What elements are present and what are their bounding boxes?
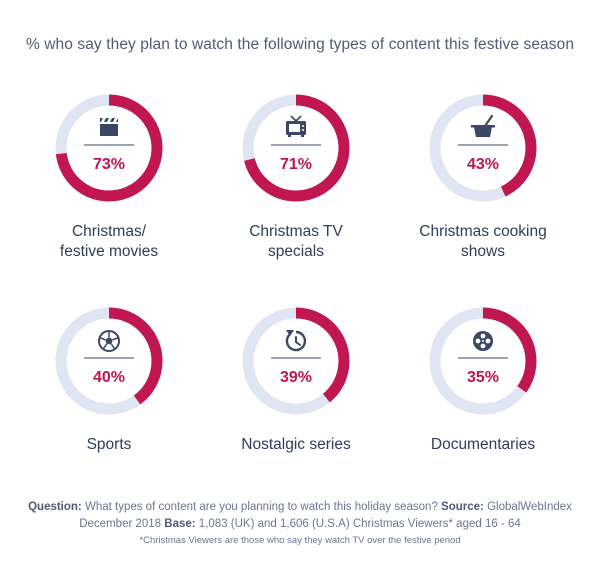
percent-value: 35% xyxy=(467,369,499,386)
donut-item-christmas-tv-specials: 71% Christmas TV specials xyxy=(201,88,391,262)
question-text: What types of content are you planning t… xyxy=(81,501,442,513)
clapperboard-icon xyxy=(100,118,118,136)
footer-note: *Christmas Viewers are those who say the… xyxy=(139,535,461,546)
question-label: Question: xyxy=(28,501,82,513)
category-label: Nostalgic series xyxy=(241,436,351,453)
chart-title: % who say they plan to watch the followi… xyxy=(25,36,575,53)
donut-chart: 73% xyxy=(55,94,163,202)
donut-value-arc xyxy=(429,94,537,202)
rewind-clock-icon xyxy=(285,330,307,352)
football-icon xyxy=(98,330,120,352)
category-label: Documentaries xyxy=(430,436,536,453)
tv-icon xyxy=(286,115,306,137)
donut-item-nostalgic-series: 39% Nostalgic series xyxy=(201,301,391,455)
donut-item-sports: 40% Sports xyxy=(14,301,204,455)
donut-item-christmas-cooking-shows: 43% Christmas cooking shows xyxy=(388,88,578,262)
donut-value-arc xyxy=(55,94,163,202)
base-label: Base: xyxy=(164,518,196,530)
percent-value: 39% xyxy=(280,369,312,386)
donut-chart: 43% xyxy=(429,94,537,202)
category-label: Christmas TV specials xyxy=(249,223,343,260)
source-text: GlobalWebIndex December 2018 xyxy=(79,501,572,530)
cooking-pot-icon xyxy=(471,114,495,137)
percent-value: 40% xyxy=(93,369,125,386)
donut-value-arc xyxy=(242,307,350,415)
donut-chart: 71% xyxy=(242,94,350,202)
donut-value-arc xyxy=(55,307,163,415)
donut-chart: 35% xyxy=(429,307,537,415)
base-text: 1,083 (UK) and 1,606 (U.S.A) Christmas V… xyxy=(195,518,521,530)
category-label: Christmas/ festive movies xyxy=(59,223,159,260)
percent-value: 73% xyxy=(93,156,125,173)
donut-chart: 39% xyxy=(242,307,350,415)
source-label: Source: xyxy=(441,501,484,513)
donut-value-arc xyxy=(429,307,537,415)
category-label: Sports xyxy=(86,436,132,453)
donut-item-documentaries: 35% Documentaries xyxy=(388,301,578,455)
percent-value: 43% xyxy=(467,156,499,173)
category-label: Christmas cooking shows xyxy=(419,223,547,260)
donut-chart: 40% xyxy=(55,307,163,415)
percent-value: 71% xyxy=(280,156,312,173)
footer-question: Question: What types of content are you … xyxy=(0,499,600,533)
donut-value-arc xyxy=(242,94,350,202)
film-reel-icon xyxy=(473,331,493,351)
donut-item-christmas-festive-movies: 73% Christmas/ festive movies xyxy=(14,88,204,262)
